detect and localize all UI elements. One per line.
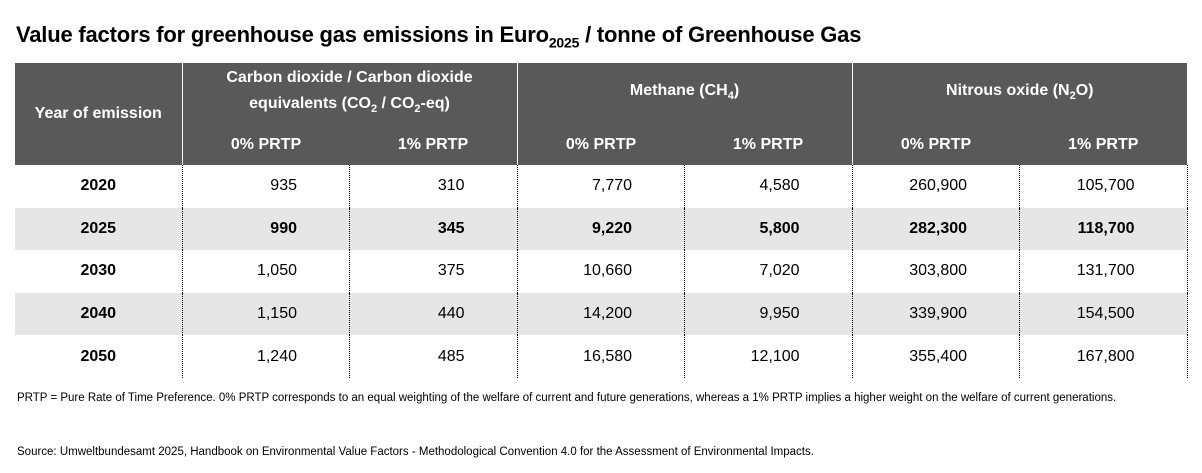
table-row: 2040 1,150 440 14,200 9,950 339,900 154,500 bbox=[15, 292, 1188, 336]
value-cell: 345 bbox=[349, 207, 518, 251]
prtp-footnote: PRTP = Pure Rate of Time Preference. 0% … bbox=[17, 392, 1117, 404]
value-cell: 260,900 bbox=[851, 165, 1020, 208]
value-cell: 440 bbox=[349, 292, 518, 336]
co2-header: Carbon dioxide / Carbon dioxide equivale… bbox=[181, 63, 518, 125]
value-cell: 9,220 bbox=[516, 207, 685, 251]
prtp-header: 0% PRTP bbox=[851, 125, 1020, 165]
value-cell: 7,020 bbox=[684, 250, 853, 293]
value-cell: 310 bbox=[349, 165, 518, 208]
value-cell: 105,700 bbox=[1019, 165, 1188, 208]
value-cell: 5,800 bbox=[684, 207, 853, 251]
value-cell: 16,580 bbox=[516, 335, 685, 378]
value-cell: 935 bbox=[181, 165, 350, 208]
value-cell: 154,500 bbox=[1019, 292, 1188, 336]
value-cell: 375 bbox=[349, 250, 518, 293]
table-title: Value factors for greenhouse gas emissio… bbox=[16, 22, 861, 50]
value-cell: 1,240 bbox=[181, 335, 350, 378]
value-cell: 1,150 bbox=[181, 292, 350, 336]
n2o-header: Nitrous oxide (N2O) bbox=[851, 63, 1188, 125]
prtp-header: 0% PRTP bbox=[516, 125, 685, 165]
value-cell: 9,950 bbox=[684, 292, 853, 336]
year-cell: 2050 bbox=[80, 347, 117, 365]
value-cell: 485 bbox=[349, 335, 518, 378]
value-cell: 14,200 bbox=[516, 292, 685, 336]
year-cell: 2040 bbox=[15, 292, 182, 336]
value-cell: 167,800 bbox=[1019, 335, 1188, 378]
year-header: Year of emission bbox=[15, 63, 182, 165]
value-cell: 1,050 bbox=[181, 250, 350, 293]
value-cell: 990 bbox=[181, 207, 350, 251]
table-row: 2025 990 345 9,220 5,800 282,300 118,700 bbox=[15, 207, 1188, 251]
value-cell: 339,900 bbox=[851, 292, 1020, 336]
value-cell: 131,700 bbox=[1019, 250, 1188, 293]
title-tail: / tonne of Greenhouse Gas bbox=[579, 22, 862, 47]
value-cell: 355,400 bbox=[851, 335, 1020, 378]
title-text: Value factors for greenhouse gas emissio… bbox=[16, 22, 549, 47]
prtp-header: 1% PRTP bbox=[349, 125, 518, 165]
table-row: 2050 1,240 485 16,580 12,100 355,400 167,800 bbox=[15, 335, 1188, 378]
year-cell: 2020 bbox=[80, 177, 117, 195]
ch4-header: Methane (CH4) bbox=[516, 63, 853, 125]
year-cell: 2025 bbox=[15, 207, 182, 251]
value-factors-table: Year of emission Carbon dioxide / Carbon… bbox=[15, 63, 1188, 378]
value-cell: 7,770 bbox=[516, 165, 685, 208]
prtp-header: 1% PRTP bbox=[684, 125, 853, 165]
value-cell: 118,700 bbox=[1019, 207, 1188, 251]
title-subscript: 2025 bbox=[548, 34, 580, 51]
table-row: 2030 1,050 375 10,660 7,020 303,800 131,700 bbox=[15, 250, 1188, 293]
prtp-header: 0% PRTP bbox=[181, 125, 350, 165]
prtp-header: 1% PRTP bbox=[1019, 125, 1188, 165]
value-cell: 10,660 bbox=[516, 250, 685, 293]
year-cell: 2030 bbox=[80, 262, 117, 280]
value-cell: 12,100 bbox=[684, 335, 853, 378]
value-cell: 4,580 bbox=[684, 165, 853, 208]
table-row: 2020 935 310 7,770 4,580 260,900 105,700 bbox=[15, 165, 1188, 208]
value-cell: 303,800 bbox=[851, 250, 1020, 293]
source-note: Source: Umweltbundesamt 2025, Handbook o… bbox=[17, 446, 814, 458]
value-cell: 282,300 bbox=[851, 207, 1020, 251]
